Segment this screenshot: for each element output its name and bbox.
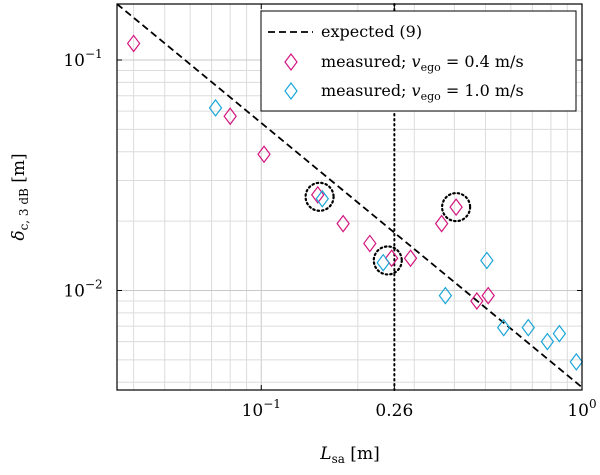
plot-frame — [116, 3, 583, 391]
point-v04 — [223, 107, 237, 126]
point-v10 — [315, 189, 330, 208]
y-tick-label: 10−1 — [63, 47, 102, 71]
highlight-circle — [304, 181, 335, 212]
point-v04 — [481, 286, 495, 305]
point-v10 — [438, 286, 453, 305]
point-v04 — [434, 214, 449, 233]
axis-labels: Lsa [m] δc, 3 dB [m] — [9, 153, 380, 466]
point-v04 — [257, 145, 271, 164]
point-v04 — [126, 34, 141, 53]
legend-series-swatch — [284, 82, 298, 100]
point-v10 — [552, 324, 567, 343]
point-v04 — [336, 214, 350, 233]
x-tick-label: 100 — [567, 397, 596, 421]
point-v10 — [521, 318, 536, 337]
highlight-circle — [440, 192, 472, 223]
point-v10 — [540, 332, 555, 351]
point-v10 — [480, 251, 494, 270]
point-v04 — [403, 249, 418, 268]
x-tick-label: 0.26 — [375, 401, 413, 421]
x-tick-label: 10−1 — [242, 397, 281, 421]
expected-line — [116, 3, 583, 389]
point-v10 — [569, 352, 584, 371]
legend-series-label: measured; vego = 1.0 m/s — [321, 81, 524, 103]
legend: expected (9) measured; vego = 0.4 m/s meas… — [260, 10, 577, 112]
point-v04 — [470, 292, 484, 311]
point-v04 — [363, 234, 377, 253]
legend-expected-label: expected (9) — [321, 22, 422, 41]
point-v04 — [449, 198, 463, 217]
point-v04 — [384, 249, 399, 268]
highlight-circle — [372, 245, 403, 276]
y-axis-label: δc, 3 dB [m] — [9, 153, 31, 240]
x-axis-label: Lsa [m] — [319, 444, 379, 466]
legend-series-label: measured; vego = 0.4 m/s — [321, 52, 524, 74]
legend-box — [260, 10, 577, 112]
expected-line-layer — [116, 3, 583, 389]
y-tick-label: 10−2 — [63, 277, 102, 301]
point-v10 — [496, 318, 511, 337]
point-v10 — [376, 253, 390, 272]
point-v10 — [208, 98, 223, 117]
legend-series-swatch — [284, 53, 298, 71]
data-points — [126, 34, 584, 371]
highlight-circles — [304, 181, 472, 276]
axis-ticks: 10−1 0.26 100 10−1 10−2 — [63, 4, 597, 421]
